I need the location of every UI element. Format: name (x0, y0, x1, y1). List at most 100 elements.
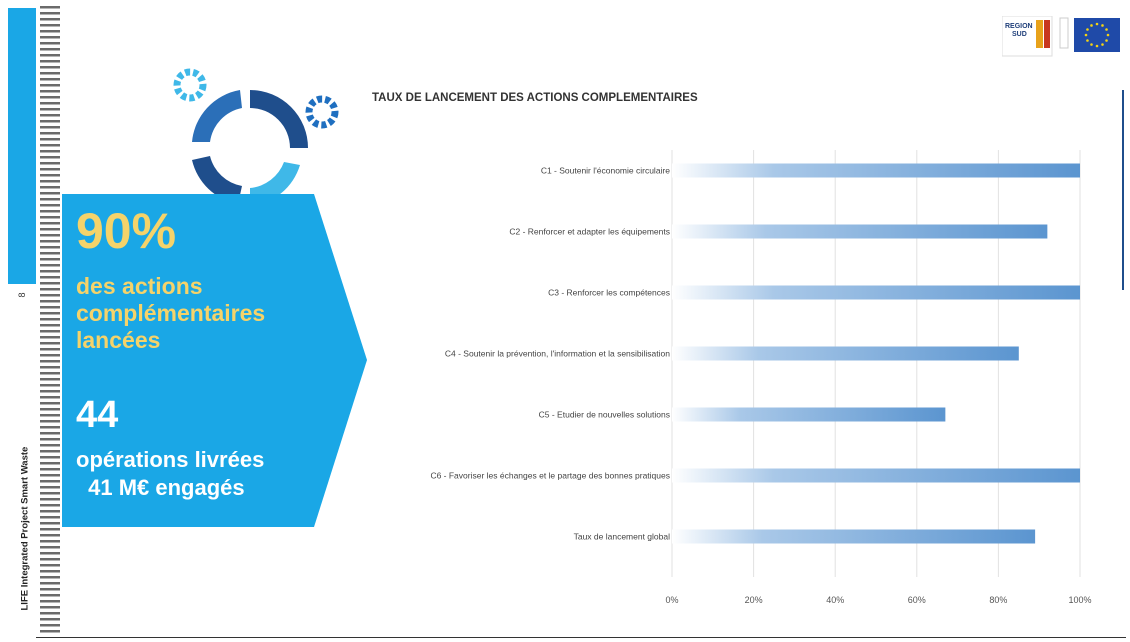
kpi-percentage: 90% (76, 203, 177, 259)
spiral-ring (40, 462, 60, 465)
spiral-ring (40, 450, 60, 453)
spiral-ring (40, 66, 60, 69)
spiral-ring (40, 516, 60, 519)
spiral-ring (40, 612, 60, 615)
category-label: C5 - Etudier de nouvelles solutions (539, 410, 670, 420)
bar (672, 529, 1036, 544)
eu-star (1105, 39, 1108, 42)
spiral-ring (40, 18, 60, 21)
spiral-ring (40, 162, 60, 165)
spiral-ring (40, 558, 60, 561)
spiral-ring (40, 198, 60, 201)
spiral-ring (40, 354, 60, 357)
spiral-ring (40, 282, 60, 285)
eu-star (1101, 24, 1104, 27)
spiral-ring (40, 132, 60, 135)
spiral-ring (40, 426, 60, 429)
eu-star (1084, 33, 1088, 37)
spiral-ring (40, 570, 60, 573)
spiral-ring (40, 48, 60, 51)
spiral-ring (40, 432, 60, 435)
x-tick-label: 80% (989, 595, 1007, 605)
spiral-ring (40, 618, 60, 621)
spiral-ring (40, 96, 60, 99)
spiral-ring (40, 576, 60, 579)
spiral-ring (40, 480, 60, 483)
category-label: C1 - Soutenir l'économie circulaire (541, 166, 670, 176)
eu-star (1095, 44, 1099, 48)
spiral-ring (40, 498, 60, 501)
spiral-ring (40, 144, 60, 147)
spiral-ring (40, 138, 60, 141)
spiral-ring (40, 270, 60, 273)
kpi-operations-label: opérations livrées (76, 447, 265, 472)
region-logo-text-1: REGION (1005, 23, 1033, 30)
spiral-ring (40, 582, 60, 585)
category-label: C4 - Soutenir la prévention, l'informati… (445, 349, 670, 359)
spiral-ring (40, 564, 60, 567)
spiral-ring (40, 258, 60, 261)
spiral-ring (40, 420, 60, 423)
x-tick-label: 0% (665, 595, 678, 605)
spiral-ring (40, 54, 60, 57)
spiral-ring (40, 534, 60, 537)
eu-star (1090, 43, 1093, 46)
spiral-ring (40, 414, 60, 417)
spiral-ring (40, 222, 60, 225)
spiral-ring (40, 408, 60, 411)
spiral-ring (40, 468, 60, 471)
spiral-ring (40, 384, 60, 387)
x-tick-label: 20% (745, 595, 763, 605)
spiral-ring (40, 84, 60, 87)
eu-stars (1084, 22, 1110, 48)
category-label: Taux de lancement global (574, 532, 671, 542)
eu-star (1086, 39, 1089, 42)
spiral-ring (40, 72, 60, 75)
category-label: C3 - Renforcer les compétences (548, 288, 670, 298)
spiral-ring (40, 312, 60, 315)
spiral-ring (40, 336, 60, 339)
spiral-ring (40, 588, 60, 591)
spiral-ring (40, 630, 60, 633)
spiral-ring (40, 438, 60, 441)
kpi-operations-count: 44 (76, 394, 119, 436)
spiral-ring (40, 204, 60, 207)
spiral-ring (40, 114, 60, 117)
spiral-ring (40, 150, 60, 153)
spiral-ring (40, 192, 60, 195)
eu-star (1086, 28, 1089, 31)
spiral-ring (40, 252, 60, 255)
spiral-ring (40, 540, 60, 543)
spiral-ring (40, 180, 60, 183)
x-tick-label: 60% (908, 595, 926, 605)
spiral-ring (40, 264, 60, 267)
spiral-ring (40, 456, 60, 459)
spiral-ring (40, 600, 60, 603)
spiral-ring (40, 342, 60, 345)
spiral-ring (40, 366, 60, 369)
spiral-ring (40, 60, 60, 63)
spiral-ring (40, 24, 60, 27)
spiral-ring (40, 552, 60, 555)
spiral-ring (40, 522, 60, 525)
spiral-ring (40, 402, 60, 405)
spiral-ring (40, 504, 60, 507)
spiral-ring (40, 102, 60, 105)
spiral-ring (40, 510, 60, 513)
spiral-ring (40, 294, 60, 297)
project-label: LIFE Integrated Project Smart Waste (19, 446, 31, 611)
gear-icon (305, 95, 339, 129)
spiral-ring (40, 120, 60, 123)
spiral-ring (40, 6, 60, 9)
spiral-ring (40, 108, 60, 111)
spiral-ring (40, 210, 60, 213)
partner-logos: REGION SUD (1002, 16, 1120, 57)
spiral-ring (40, 246, 60, 249)
spiral-ring (40, 396, 60, 399)
bar (672, 163, 1080, 178)
spiral-ring (40, 168, 60, 171)
eu-star (1105, 28, 1108, 31)
bar (672, 346, 1019, 361)
eu-star (1090, 24, 1093, 27)
bottom-rule (36, 637, 1126, 638)
